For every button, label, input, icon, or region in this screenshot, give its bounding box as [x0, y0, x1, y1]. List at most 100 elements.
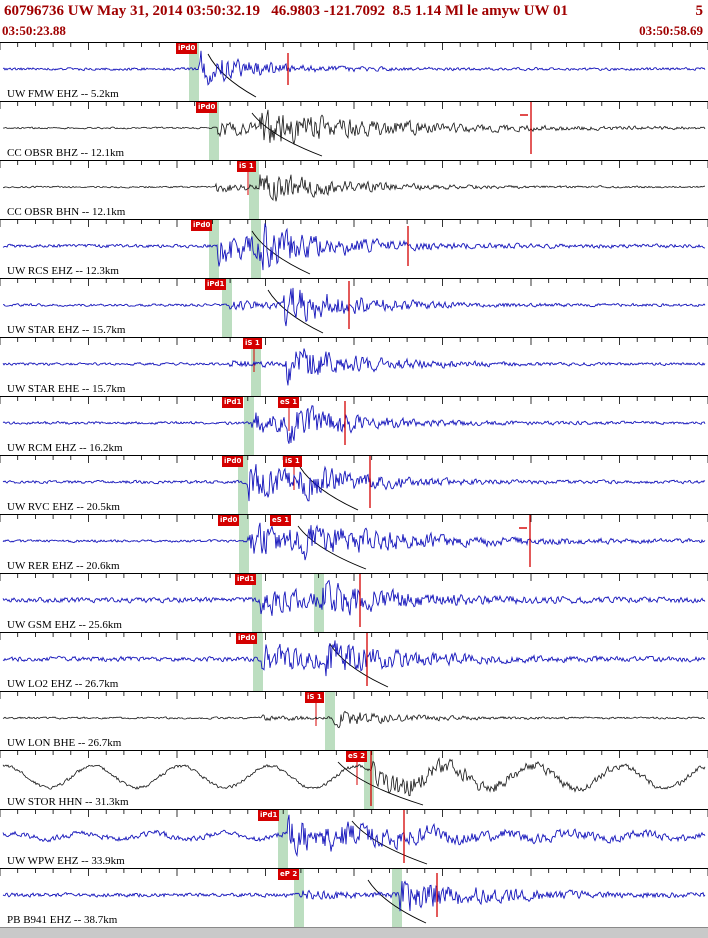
station-label: UW STOR HHN -- 31.3km [7, 796, 129, 808]
trace-panel-rcm-ehz[interactable]: iPd1 eS 1 UW RCM EHZ -- 16.2km [0, 397, 708, 456]
trace-panel-wpw-ehz[interactable]: iPd1 UW WPW EHZ -- 33.9km [0, 810, 708, 869]
arrival-moveout-curve [367, 879, 427, 924]
event-header: 60796736 UW May 31, 2014 03:50:32.19 46.… [0, 0, 708, 23]
station-label: CC OBSR BHZ -- 12.1km [7, 147, 125, 159]
trace-panel-stor-hhn[interactable]: eS 2 UW STOR HHN -- 31.3km [0, 751, 708, 810]
seismogram-waveform[interactable] [2, 579, 706, 616]
pick-window-band [278, 810, 288, 868]
station-label: UW FMW EHZ -- 5.2km [7, 88, 119, 100]
trace-stack: iPd0 UW FMW EHZ -- 5.2km iPd0 CC OBSR BHZ -… [0, 42, 708, 928]
time-ticks [0, 279, 708, 286]
time-ticks [0, 102, 708, 109]
trace-panel-obsr-bhz[interactable]: iPd0 CC OBSR BHZ -- 12.1km [0, 102, 708, 161]
arrival-moveout-curve [297, 525, 367, 570]
arrival-moveout-curve [251, 230, 311, 275]
seismogram-waveform[interactable] [2, 50, 706, 86]
pick-window-band [364, 751, 374, 809]
trace-canvas [0, 574, 708, 632]
time-ticks [0, 338, 708, 345]
pick-flag[interactable]: eS 1 [278, 397, 300, 408]
trace-panel-lo2-ehz[interactable]: iPd0 UW LO2 EHZ -- 26.7km [0, 633, 708, 692]
seismogram-waveform[interactable] [2, 464, 706, 502]
seismogram-waveform[interactable] [2, 223, 706, 271]
station-label: UW RER EHZ -- 20.6km [7, 560, 120, 572]
seismogram-waveform[interactable] [2, 814, 706, 858]
trace-panel-rer-ehz[interactable]: iPd0 eS 1 UW RER EHZ -- 20.6km [0, 515, 708, 574]
seismogram-waveform[interactable] [2, 287, 706, 327]
arrival-moveout-curve [337, 761, 424, 806]
pick-flag[interactable]: eS 1 [270, 515, 292, 526]
trace-canvas [0, 692, 708, 750]
time-ticks [0, 161, 708, 168]
trace-panel-obsr-bhn[interactable]: iS 1 CC OBSR BHN -- 12.1km [0, 161, 708, 220]
seismogram-waveform[interactable] [2, 640, 706, 677]
pick-window-band [392, 869, 402, 927]
station-label: UW STAR EHZ -- 15.7km [7, 324, 126, 336]
time-ticks [0, 43, 708, 50]
time-ticks [0, 456, 708, 463]
seismogram-waveform[interactable] [2, 405, 706, 444]
station-label: UW RCS EHZ -- 12.3km [7, 265, 119, 277]
pick-window-band [252, 574, 262, 632]
seismogram-waveform[interactable] [2, 348, 706, 386]
station-label: UW RVC EHZ -- 20.5km [7, 501, 120, 513]
trace-panel-rcs-ehz[interactable]: iPd0 UW RCS EHZ -- 12.3km [0, 220, 708, 279]
arrival-moveout-curve [267, 289, 324, 334]
seismogram-waveform[interactable] [2, 756, 706, 797]
trace-canvas [0, 751, 708, 809]
window-start-time: 03:50:23.88 [2, 23, 66, 38]
pick-window-band [294, 869, 304, 927]
pick-flag[interactable]: iS 1 [243, 338, 262, 349]
pick-flag[interactable]: iPd0 [236, 633, 258, 644]
trace-panel-star-ehe[interactable]: iS 1 UW STAR EHE -- 15.7km [0, 338, 708, 397]
trace-canvas [0, 338, 708, 396]
trace-panel-fmw-ehz[interactable]: iPd0 UW FMW EHZ -- 5.2km [0, 43, 708, 102]
pick-flag[interactable]: iPd0 [191, 220, 213, 231]
seismogram-waveform[interactable] [2, 174, 705, 202]
seismogram-waveform[interactable] [2, 109, 706, 146]
event-header-right: 5 [695, 3, 704, 19]
pick-flag[interactable]: iS 1 [283, 456, 302, 467]
time-window-header: 03:50:23.88 03:50:58.69 [0, 23, 708, 42]
arrival-moveout-curve [299, 466, 359, 511]
trace-canvas [0, 633, 708, 691]
pick-window-band [238, 456, 248, 514]
station-label: UW RCM EHZ -- 16.2km [7, 442, 123, 454]
trace-canvas [0, 279, 708, 337]
station-label: PB B941 EHZ -- 38.7km [7, 914, 118, 926]
trace-panel-gsm-ehz[interactable]: iPd1 UW GSM EHZ -- 25.6km [0, 574, 708, 633]
trace-panel-b941-ehz[interactable]: eP 2 PB B941 EHZ -- 38.7km [0, 869, 708, 928]
pick-flag[interactable]: iPd1 [222, 397, 244, 408]
pick-flag[interactable]: iPd0 [222, 456, 244, 467]
time-ticks [0, 751, 708, 758]
pick-flag[interactable]: eP 2 [278, 869, 300, 880]
pick-flag[interactable]: iPd0 [218, 515, 240, 526]
pick-flag[interactable]: iPd1 [235, 574, 257, 585]
trace-panel-star-ehz[interactable]: iPd1 UW STAR EHZ -- 15.7km [0, 279, 708, 338]
pick-window-band [189, 43, 199, 101]
trace-panel-lon-bhe[interactable]: iS 1 UW LON BHE -- 26.7km [0, 692, 708, 751]
pick-window-band [253, 633, 263, 691]
bottom-scrollbar[interactable] [0, 927, 708, 938]
pick-flag[interactable]: eS 2 [346, 751, 368, 762]
station-label: UW WPW EHZ -- 33.9km [7, 855, 125, 867]
arrival-moveout-curve [329, 643, 389, 688]
seismogram-waveform[interactable] [2, 710, 706, 729]
time-ticks [0, 633, 708, 640]
pick-flag[interactable]: iPd1 [205, 279, 227, 290]
pick-window-band [209, 102, 219, 160]
station-label: CC OBSR BHN -- 12.1km [7, 206, 126, 218]
pick-flag[interactable]: iPd0 [176, 43, 198, 54]
arrival-moveout-curve [351, 820, 428, 865]
pick-flag[interactable]: iS 1 [305, 692, 324, 703]
station-label: UW STAR EHE -- 15.7km [7, 383, 126, 395]
pick-flag[interactable]: iPd0 [196, 102, 218, 113]
seismogram-waveform[interactable] [2, 522, 706, 561]
time-ticks [0, 692, 708, 699]
pick-flag[interactable]: iS 1 [237, 161, 256, 172]
pick-flag[interactable]: iPd1 [258, 810, 280, 821]
seismogram-waveform[interactable] [2, 880, 706, 912]
trace-panel-rvc-ehz[interactable]: iPd0 iS 1 UW RVC EHZ -- 20.5km [0, 456, 708, 515]
event-summary-text: 60796736 UW May 31, 2014 03:50:32.19 46.… [4, 3, 568, 19]
